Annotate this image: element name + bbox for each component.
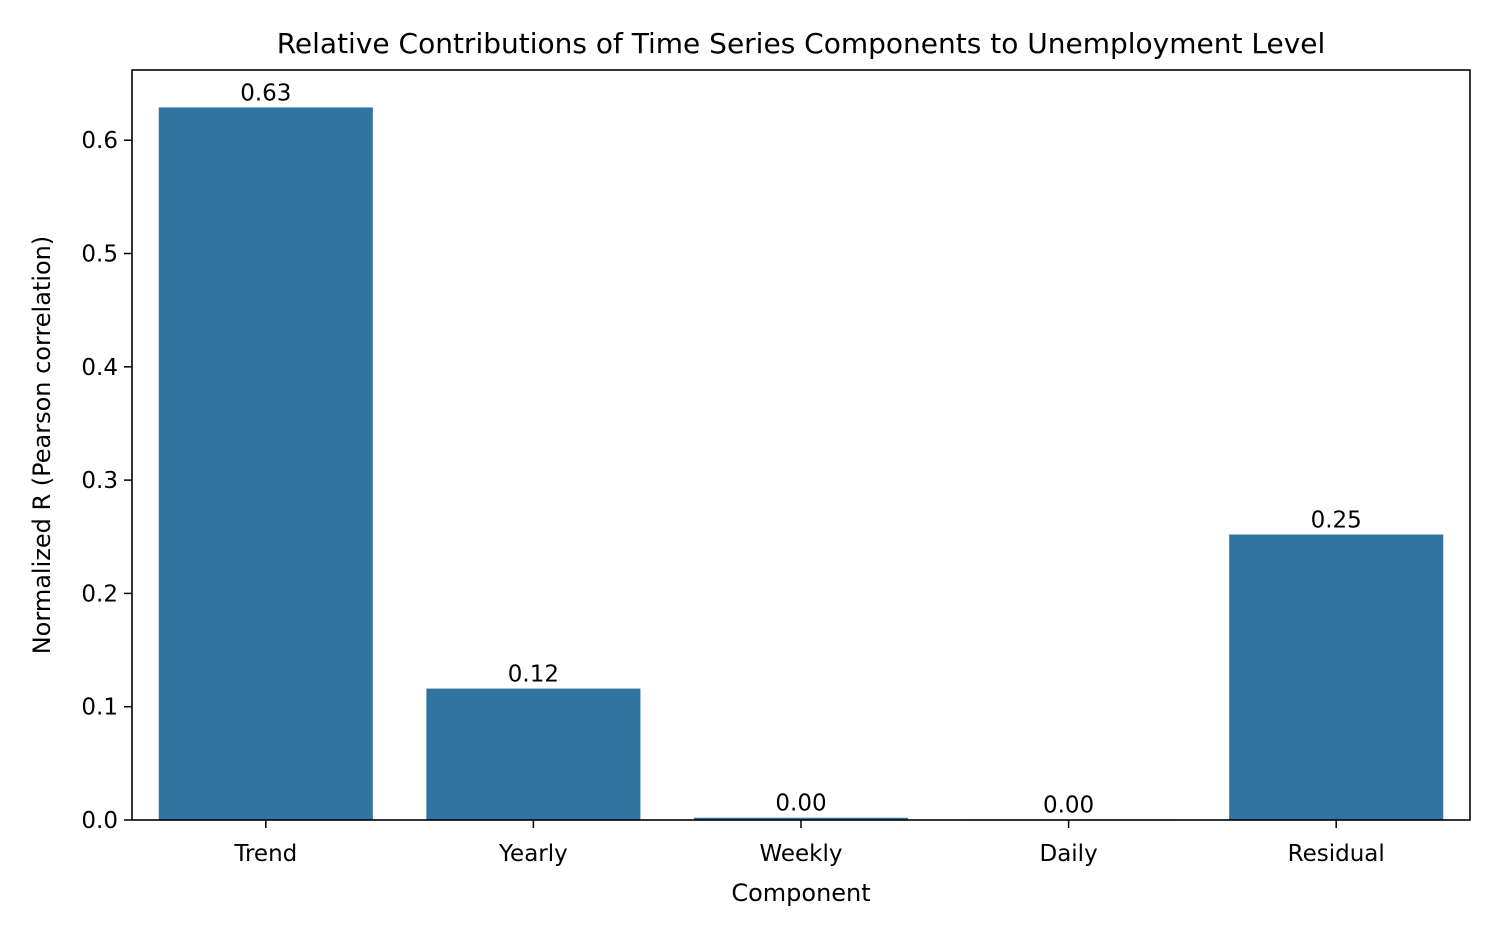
y-tick-label: 0.2 [81,581,118,607]
bar-label-group: 0.63 0.12 0.00 0.00 0.25 [240,80,1362,818]
x-tick-label: Trend [233,841,297,867]
y-axis-label: Normalized R (Pearson correlation) [28,236,56,655]
y-tick-label: 0.6 [81,128,118,154]
y-tick-label: 0.3 [81,468,118,494]
bar-trend [158,107,373,820]
plot-frame [131,69,1471,821]
y-tick-label: 0.5 [81,242,118,268]
x-axis: Trend Yearly Weekly Daily Residual [233,820,1385,867]
bar-value-label: 0.12 [508,662,559,688]
y-tick-label: 0.1 [81,695,118,721]
bar-value-label: 0.00 [1043,792,1094,818]
bar-value-label: 0.63 [240,80,291,106]
x-axis-label: Component [731,879,870,907]
x-tick-label: Yearly [498,841,568,867]
y-axis: 0.0 0.1 0.2 0.3 0.4 0.5 0.6 [81,128,132,834]
x-tick-label: Residual [1288,841,1385,867]
x-tick-label: Weekly [759,841,842,867]
bar-value-label: 0.25 [1311,508,1362,534]
bar-value-label: 0.00 [775,791,826,817]
bar-yearly [426,688,641,820]
chart-title: Relative Contributions of Time Series Co… [277,27,1326,60]
bar-residual [1229,534,1444,820]
x-tick-label: Daily [1039,841,1097,867]
bar-group [158,107,1444,820]
bar-weekly [693,817,909,820]
y-tick-label: 0.0 [81,808,118,834]
y-tick-label: 0.4 [81,355,118,381]
